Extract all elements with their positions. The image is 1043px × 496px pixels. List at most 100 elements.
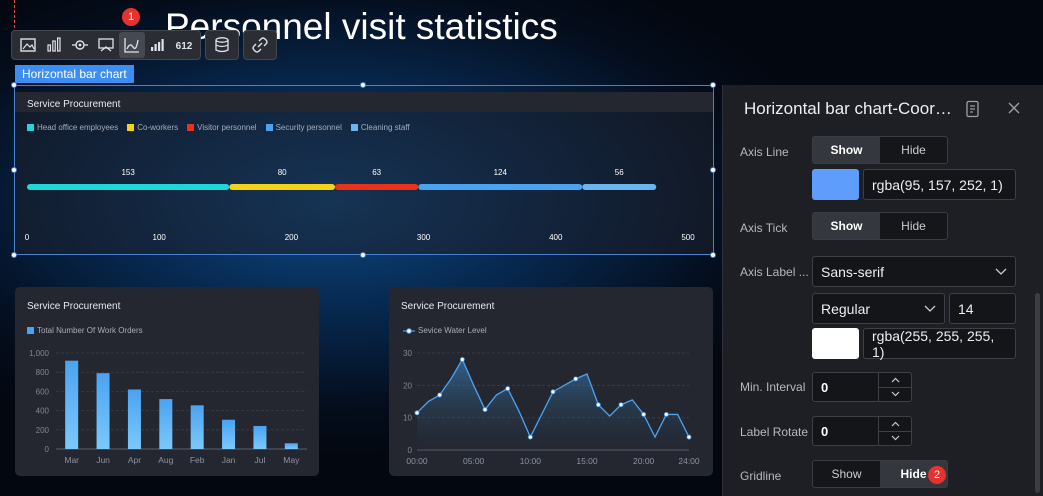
number-icon[interactable]: 612	[171, 32, 197, 58]
bar	[284, 443, 298, 449]
bar-plot: 0 200 400 600 800 1,000 Mar Jun Apr Aug Feb Jan Jul M…	[29, 349, 307, 465]
data-point	[527, 434, 533, 440]
y-tick-label: 800	[36, 368, 50, 377]
bar-segment	[418, 184, 583, 190]
chevron-down-icon[interactable]	[879, 388, 911, 402]
rank-bar-icon[interactable]	[145, 32, 171, 58]
svg-text:612: 612	[176, 41, 193, 52]
chart-legend: Head office employees Co-workers Visitor p…	[27, 123, 410, 132]
chevron-down-icon[interactable]	[879, 432, 911, 446]
legend-swatch	[27, 124, 34, 131]
axis-tick-label: Axis Tick	[740, 221, 788, 235]
resize-handle[interactable]	[710, 252, 716, 258]
axis-line-toggle: Show Hide	[812, 136, 948, 164]
data-label: 56	[615, 168, 624, 177]
legend-swatch	[187, 124, 195, 131]
axis-line-label: Axis Line	[740, 145, 789, 159]
bar-chart-icon[interactable]	[41, 32, 67, 58]
data-point	[437, 392, 443, 398]
legend-label: Security personnel	[275, 123, 342, 132]
map-icon[interactable]	[93, 32, 119, 58]
link-icon[interactable]	[247, 32, 273, 58]
gridline-show-option[interactable]: Show	[831, 467, 862, 481]
bar-segment	[27, 184, 230, 190]
y-tick-label: 10	[403, 414, 412, 423]
data-label: 124	[494, 168, 508, 177]
image-icon[interactable]	[15, 32, 41, 58]
resize-handle[interactable]	[360, 252, 366, 258]
resize-handle[interactable]	[11, 167, 17, 173]
legend-item: Security personnel	[265, 123, 342, 132]
axis-label-color-field[interactable]: rgba(255, 255, 255, 1)	[863, 328, 1016, 360]
chevron-up-icon[interactable]	[879, 373, 911, 388]
bar-chart-card[interactable]: Service Procurement Total Number Of Work…	[15, 287, 319, 476]
font-family-select[interactable]: Sans-serif	[812, 256, 1016, 287]
line-chart-card[interactable]: Service Procurement Sevice Water Level 0…	[389, 287, 713, 476]
legend-item: Sevice Water Level	[403, 326, 487, 335]
x-tick-label: 200	[285, 233, 299, 242]
line-plot: 0 10 20 30 00:00 05:00 10:00 15:00 20:00 24:00	[403, 349, 700, 466]
axis-tick-hide-option[interactable]: Hide	[901, 219, 926, 233]
font-family-value: Sans-serif	[821, 263, 885, 280]
font-weight-value: Regular	[821, 300, 871, 317]
x-tick-label: 20:00	[633, 456, 655, 466]
x-tick-label: Jul	[255, 455, 266, 465]
y-tick-label: 20	[403, 381, 412, 390]
x-tick-label: 24:00	[678, 456, 700, 466]
axis-line-hide-option[interactable]: Hide	[901, 143, 926, 157]
y-tick-label: 400	[36, 407, 50, 416]
panel-scrollbar[interactable]	[1035, 293, 1040, 493]
legend-swatch	[350, 124, 358, 131]
database-icon[interactable]	[209, 32, 235, 58]
legend-item: Co-workers	[127, 123, 178, 132]
bar-segment	[335, 184, 419, 190]
label-rotate-label: Label Rotate	[740, 425, 809, 439]
legend-item: Head office employees	[27, 123, 118, 132]
guide-line	[14, 0, 15, 58]
selected-component-chip: Horizontal bar chart	[15, 65, 134, 83]
bar	[96, 373, 110, 449]
chevron-down-icon	[995, 268, 1007, 275]
resize-handle[interactable]	[710, 167, 716, 173]
min-interval-stepper[interactable]: 0	[812, 372, 912, 402]
axis-line-show-option[interactable]: Show	[813, 137, 880, 163]
chart-legend: Sevice Water Level	[403, 326, 487, 335]
property-panel: Horizontal bar chart-Coordi... Axis Line…	[722, 85, 1043, 496]
x-tick-label: 15:00	[576, 456, 598, 466]
bar	[190, 405, 204, 449]
axis-label-color-swatch[interactable]	[812, 328, 859, 359]
component-toolbar: 612	[11, 30, 277, 60]
y-tick-label: 1,000	[29, 349, 50, 358]
chevron-up-icon[interactable]	[879, 417, 911, 432]
font-size-field[interactable]: 14	[949, 293, 1016, 324]
stepper-buttons	[878, 373, 911, 401]
area-fill	[417, 359, 689, 450]
resize-handle[interactable]	[360, 82, 366, 88]
horizontal-bar-plot: 153 80 63 124 56 0 100 200 300 400 500	[25, 168, 695, 242]
x-tick-label: 100	[153, 233, 167, 242]
close-icon[interactable]	[1007, 101, 1021, 120]
eye-icon[interactable]	[67, 32, 93, 58]
legend-item: Cleaning staff	[350, 123, 410, 132]
font-weight-select[interactable]: Regular	[812, 293, 945, 324]
x-tick-label: Apr	[128, 455, 141, 465]
data-label: 63	[372, 168, 381, 177]
axis-label-label: Axis Label ...	[740, 265, 809, 279]
legend-label: Total Number Of Work Orders	[37, 326, 143, 335]
resize-handle[interactable]	[710, 82, 716, 88]
axis-line-color-swatch[interactable]	[812, 169, 859, 200]
bar	[127, 389, 141, 449]
axis-line-color-field[interactable]: rgba(95, 157, 252, 1)	[863, 169, 1016, 200]
label-rotate-stepper[interactable]: 0	[812, 416, 912, 446]
resize-handle[interactable]	[11, 82, 17, 88]
document-icon[interactable]	[965, 100, 981, 123]
label-rotate-value: 0	[821, 423, 829, 439]
resize-handle[interactable]	[11, 252, 17, 258]
bar-segment	[582, 184, 657, 190]
x-tick-label: Mar	[64, 455, 79, 465]
legend-label: Cleaning staff	[360, 123, 410, 132]
axis-tick-show-option[interactable]: Show	[813, 213, 880, 239]
line-chart-icon[interactable]	[119, 32, 145, 58]
horizontal-bar-chart-card[interactable]: Service Procurement Head office employee…	[15, 92, 713, 254]
x-tick-label: 400	[549, 233, 563, 242]
